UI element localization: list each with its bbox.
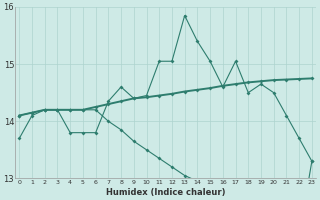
X-axis label: Humidex (Indice chaleur): Humidex (Indice chaleur) xyxy=(106,188,225,197)
